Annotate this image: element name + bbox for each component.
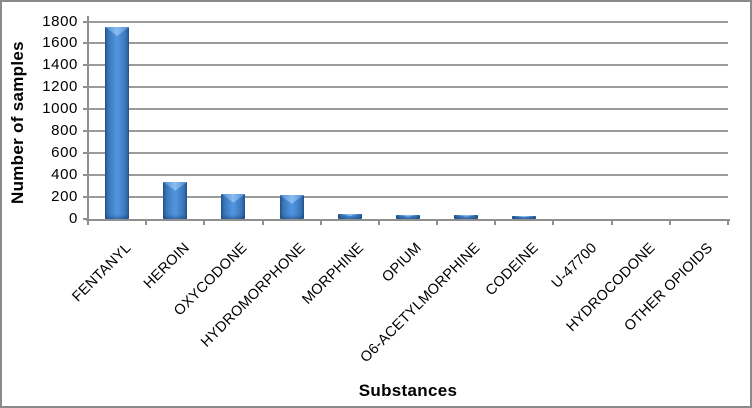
y-tick-label: 800	[51, 122, 78, 140]
y-tick-label: 600	[51, 144, 78, 162]
x-category-label-hydromorphone: HYDROMORPHONE	[198, 240, 309, 351]
x-axis-tick	[552, 219, 555, 225]
x-axis-tick	[87, 219, 89, 225]
gridline	[88, 196, 728, 199]
x-axis-tick	[668, 219, 671, 225]
gridline	[88, 108, 728, 111]
bar-o6-acetylmorphine	[454, 214, 479, 219]
x-axis-tick	[203, 219, 206, 225]
y-axis-tick	[83, 196, 88, 199]
x-category-label-codeine: CODEINE	[482, 240, 542, 300]
y-axis-tick	[83, 130, 88, 133]
x-axis-tick	[261, 219, 264, 225]
y-tick-label: 1800	[42, 12, 78, 30]
bar-codeine	[512, 215, 537, 219]
x-axis-tick	[727, 219, 729, 225]
y-axis-tick	[83, 20, 88, 23]
x-axis-line	[86, 219, 730, 221]
bar-bevel-highlight	[337, 213, 362, 216]
y-tick-label: 400	[51, 166, 78, 184]
y-tick-label: 0	[69, 210, 78, 227]
y-tick-label: 200	[51, 188, 78, 206]
bar-opium	[396, 214, 420, 219]
bar-bevel-highlight	[512, 215, 537, 218]
bar-bevel-highlight	[163, 181, 188, 191]
x-axis-tick	[377, 219, 380, 225]
y-axis-tick	[83, 152, 88, 155]
x-axis-tick	[494, 219, 497, 225]
bar-bevel-highlight	[454, 214, 479, 217]
x-axis-tick	[610, 219, 613, 225]
gridline	[88, 64, 728, 67]
bar-morphine	[337, 213, 362, 219]
x-category-label-heroin: HEROIN	[140, 240, 193, 293]
x-axis-title: Substances	[358, 381, 458, 400]
bar-bevel-highlight	[396, 214, 420, 217]
x-category-label-opium: OPIUM	[379, 240, 426, 286]
gridline	[88, 86, 728, 89]
y-tick-label: 1600	[42, 34, 78, 52]
y-tick-label: 1200	[42, 78, 78, 96]
x-category-label-fentanyl: FENTANYL	[69, 240, 135, 306]
y-axis-tick	[83, 64, 88, 67]
bar-bevel-highlight	[221, 193, 246, 203]
bar-bevel-highlight	[279, 194, 304, 204]
y-tick-label: 1000	[42, 100, 78, 118]
x-category-label-o6-acetylmorphine: O6-ACETYLMORPHINE	[357, 240, 484, 366]
x-category-label-morphine: MORPHINE	[299, 240, 368, 308]
y-axis-tick	[83, 218, 88, 220]
x-axis-tick	[436, 219, 439, 225]
y-axis-line	[87, 16, 89, 221]
y-axis-tick	[83, 86, 88, 89]
x-axis-tick	[319, 219, 322, 225]
x-category-label-u-47700: U-47700	[548, 240, 600, 292]
bar-heroin	[163, 181, 188, 219]
x-axis-tick	[145, 219, 148, 225]
bar-oxycodone	[221, 193, 246, 219]
y-axis-tick	[83, 174, 88, 177]
y-axis-tick	[83, 42, 88, 45]
gridline	[88, 130, 728, 133]
y-axis-tick	[83, 108, 88, 111]
bar-hydromorphone	[279, 194, 304, 219]
gridline	[88, 20, 728, 23]
bar-fentanyl	[105, 26, 130, 219]
y-tick-label: 1400	[42, 56, 78, 74]
gridline	[88, 174, 728, 177]
bar-bevel-highlight	[105, 26, 130, 36]
gridline	[88, 152, 728, 155]
gridline	[88, 42, 728, 45]
